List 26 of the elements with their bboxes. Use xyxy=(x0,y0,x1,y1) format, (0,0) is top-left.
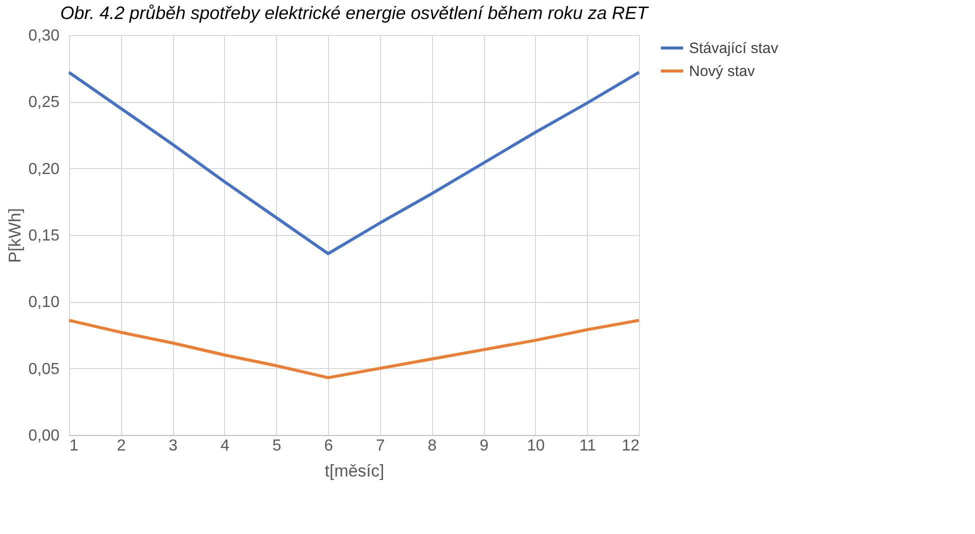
y-tick-label: 0,25 xyxy=(28,94,60,112)
x-tick-label: 8 xyxy=(428,438,437,454)
y-tick-label: 0,05 xyxy=(28,360,60,378)
chart-title: Obr. 4.2 průběh spotřeby elektrické energie osvětlení během roku za RET xyxy=(60,3,650,23)
x-axis-title: t[měsíc] xyxy=(324,462,384,480)
x-tick-label: 1 xyxy=(70,438,78,454)
y-tick-label: 0,15 xyxy=(28,228,60,244)
x-tick-label: 5 xyxy=(272,438,282,454)
x-tick-label: 10 xyxy=(526,438,545,454)
x-tick-label: 11 xyxy=(579,438,596,454)
y-tick-label: 0,30 xyxy=(28,28,60,44)
line-series xyxy=(68,318,640,380)
y-tick-label: 0,10 xyxy=(28,294,60,312)
x-tick-label: 12 xyxy=(622,438,640,454)
x-tick-label: 3 xyxy=(168,438,178,454)
legend-label: Stávající stav xyxy=(689,40,779,57)
y-tick-label: 0,00 xyxy=(28,428,60,444)
x-tick-label: 2 xyxy=(116,438,126,454)
x-tick-label: 7 xyxy=(376,438,385,454)
x-tick-label: 4 xyxy=(220,438,230,454)
y-axis-title: P[kWh] xyxy=(5,208,24,263)
x-tick-label: 6 xyxy=(324,438,334,454)
line-series xyxy=(68,70,640,256)
x-tick-label: 9 xyxy=(480,438,489,454)
legend-label: Nový stav xyxy=(689,63,756,80)
y-tick-label: 0,20 xyxy=(28,160,60,178)
